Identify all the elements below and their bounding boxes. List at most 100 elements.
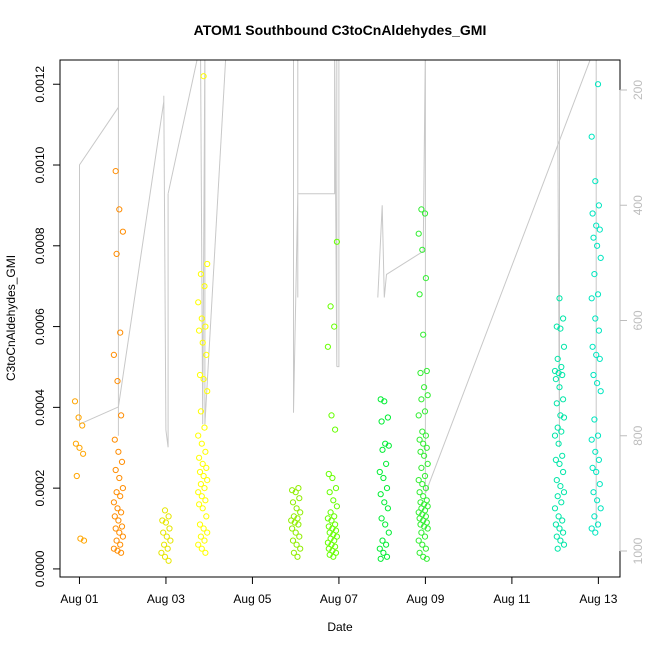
data-point: [116, 529, 123, 536]
data-point: [560, 315, 567, 322]
altitude-profile: [79, 60, 597, 528]
data-point: [588, 295, 595, 302]
data-point: [112, 168, 119, 175]
data-point: [553, 477, 560, 484]
data-point: [422, 432, 429, 439]
data-point: [328, 412, 335, 419]
data-point: [72, 440, 80, 447]
data-point: [378, 515, 385, 522]
data-point: [589, 210, 596, 217]
x-tick-label: Aug 05: [233, 592, 271, 606]
data-point: [376, 468, 383, 476]
data-point: [385, 529, 392, 536]
data-point: [596, 355, 603, 362]
data-point: [326, 489, 333, 496]
data-point: [165, 513, 172, 520]
data-point: [290, 549, 297, 556]
data-point: [289, 499, 297, 506]
data-point: [594, 521, 602, 528]
data-point: [593, 351, 600, 358]
data-point: [593, 222, 600, 229]
data-point: [199, 460, 206, 467]
data-point: [385, 442, 392, 449]
data-point: [289, 537, 297, 544]
data-point: [588, 525, 595, 532]
data-point: [423, 444, 430, 451]
data-point: [332, 485, 340, 492]
data-point: [118, 509, 125, 516]
data-point: [116, 474, 123, 482]
data-point: [591, 416, 598, 423]
x-tick-label: Aug 01: [60, 592, 98, 606]
right-tick-label: 800: [631, 425, 645, 445]
data-point: [556, 525, 563, 532]
data-point: [327, 509, 334, 516]
data-point: [552, 456, 560, 463]
data-point: [553, 533, 560, 540]
data-point: [161, 541, 168, 548]
data-point: [112, 525, 119, 532]
data-point: [329, 474, 336, 482]
data-point: [554, 493, 561, 500]
data-point: [331, 323, 338, 330]
plot-frame: [59, 59, 621, 578]
data-point: [420, 440, 427, 447]
data-point: [380, 549, 387, 556]
data-point: [424, 525, 431, 532]
data-point: [332, 426, 339, 433]
profile-line: [167, 60, 206, 425]
data-point: [595, 327, 603, 334]
y-tick-label: 0.0010: [33, 146, 47, 183]
profile-line: [556, 60, 560, 448]
data-point: [377, 491, 384, 498]
data-point: [558, 363, 565, 371]
data-point: [163, 533, 170, 540]
data-point: [419, 428, 426, 435]
data-point: [553, 400, 560, 407]
profile-line: [336, 60, 340, 368]
data-point: [113, 489, 120, 496]
x-tick-label: Aug 13: [579, 592, 617, 606]
data-point: [378, 418, 385, 425]
data-point: [383, 541, 390, 548]
data-point: [113, 537, 120, 544]
data-point: [73, 472, 80, 480]
data-point: [111, 513, 118, 520]
data-point: [416, 291, 423, 298]
data-point: [594, 242, 601, 249]
data-point: [589, 343, 596, 350]
data-point: [592, 178, 599, 185]
data-point: [200, 73, 207, 80]
data-point: [324, 343, 331, 350]
data-point: [560, 541, 568, 548]
data-point: [118, 458, 126, 465]
data-point: [381, 398, 388, 405]
data-point: [76, 444, 83, 451]
data-point: [161, 553, 169, 560]
data-point: [421, 408, 429, 415]
data-point: [79, 422, 86, 429]
data-point: [556, 460, 563, 467]
data-point: [596, 481, 603, 488]
data-point: [118, 523, 126, 530]
data-point: [552, 376, 560, 383]
y-axis: 0.0000 0.0002 0.0004 0.0006 0.0008 0.0010 0.00…: [33, 66, 60, 587]
data-point: [379, 537, 386, 544]
profile-line: [79, 60, 119, 436]
data-point: [160, 529, 167, 536]
profile-line: [377, 205, 424, 298]
data-point: [558, 499, 565, 506]
y-tick-label: 0.0004: [33, 389, 47, 426]
data-point: [195, 432, 202, 439]
data-point: [558, 428, 565, 435]
data-point: [333, 503, 340, 510]
data-point: [554, 545, 561, 552]
data-point: [204, 529, 211, 536]
data-point: [202, 497, 209, 504]
data-point: [117, 329, 124, 336]
data-point: [119, 485, 127, 492]
data-point: [384, 414, 391, 421]
data-point: [116, 206, 123, 213]
data-point: [196, 454, 203, 461]
data-point: [595, 456, 603, 463]
